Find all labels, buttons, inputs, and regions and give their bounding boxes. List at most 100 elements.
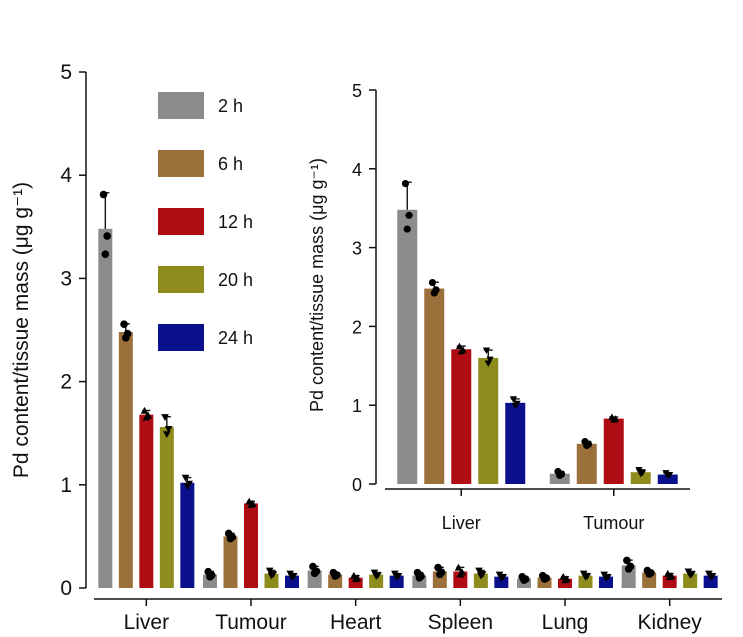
main-data-point [542,574,551,582]
main-x-tick-label: Tumour [215,611,287,634]
main-x-tick-label: Liver [124,611,170,634]
inset-data-point [455,342,464,350]
inset-y-tick-label: 3 [352,239,362,259]
main-y-tick-label: 4 [60,164,72,187]
inset-data-point [403,225,411,233]
main-data-point [522,575,530,583]
inset-data-point [509,396,518,403]
main-data-point [208,571,216,580]
main-bar [118,332,133,588]
main-y-tick-label: 1 [60,474,72,497]
main-bar [307,570,322,588]
inset-data-point [584,440,593,448]
main-data-point [688,570,696,578]
legend-swatch [158,324,204,351]
inset-data-point [513,400,521,408]
inset-y-axis-label: Pd content/tissue mass (μg g⁻¹) [307,158,327,412]
main-data-point [99,190,108,199]
main-bar [599,576,613,588]
main-data-point [103,232,111,240]
main-data-point [478,571,487,578]
main-data-point [290,572,298,580]
main-bar [642,572,657,588]
inset-data-point [405,211,413,219]
main-data-point [394,572,403,580]
inset-data-point [432,286,440,294]
main-plot-area [98,190,718,588]
inset-data-point [557,470,566,478]
inset-bar [505,402,526,484]
main-data-point [623,556,631,565]
inset-bar [603,418,624,484]
inset-axes: 0 1 2 3 4 5 Liver Tumour [352,81,690,533]
main-bar [180,482,195,588]
main-bar [621,565,636,588]
main-data-point [454,563,463,571]
main-bar [683,573,698,588]
main-bar [369,574,384,588]
main-bar [558,578,572,588]
main-bar [389,575,404,588]
main-x-tick-label: Spleen [428,611,493,634]
main-bar [494,576,509,588]
main-data-point [333,571,341,579]
main-data-point [312,567,321,576]
inset-y-tick-label: 2 [352,317,362,337]
main-x-tick-label: Heart [330,611,382,634]
inset-x-tick-label: Liver [442,513,481,533]
inset-data-point [635,467,643,474]
inset-data-point [401,179,410,188]
legend-swatch [158,92,204,119]
main-bar [159,427,174,588]
inset-data-point [459,346,467,353]
main-bar [244,503,258,588]
inset-bar [478,357,499,484]
inset-y-tick-label: 4 [352,160,362,180]
main-data-point [374,571,382,579]
inset-bar [657,474,678,484]
main-data-point [458,568,466,576]
inset-data-point [611,415,620,422]
main-data-point [140,406,149,414]
main-data-point [163,431,171,439]
main-data-point [563,575,571,583]
legend: 2 h 6 h 12 h 20 h 24 h [158,92,253,351]
legend-swatch [158,150,204,177]
main-bar [285,575,299,588]
legend-label: 20 h [218,270,253,290]
legend-label: 2 h [218,96,243,116]
main-bar [223,536,238,588]
main-data-point [228,533,237,541]
main-data-point [185,480,193,488]
legend-swatch [158,208,204,235]
inset-bar [397,209,418,484]
inset-data-point [428,278,437,287]
main-y-tick-label: 5 [60,61,72,84]
main-y-tick-label: 3 [60,267,72,290]
inset-bar [576,443,597,484]
main-bar [703,575,718,588]
main-data-point [499,574,507,581]
inset-x-tick-label: Tumour [583,513,644,533]
main-bar [453,571,468,588]
main-data-point [161,414,169,422]
main-x-tick-label: Lung [542,611,589,634]
main-data-point [647,569,655,577]
main-data-point [667,572,676,580]
main-data-point [604,574,612,581]
main-data-point [708,572,717,580]
main-data-point [475,567,483,575]
main-bar [578,575,593,588]
main-x-tick-label: Kidney [638,611,703,634]
main-data-point [417,572,425,581]
main-data-point [120,320,128,329]
legend-swatch [158,266,204,293]
inset-data-point [638,469,647,477]
main-y-tick-label: 0 [60,577,72,600]
inset-y-tick-label: 0 [352,475,362,495]
main-data-point [626,562,635,571]
inset-data-point [486,356,494,364]
main-data-point [269,571,278,578]
inset-data-point [665,471,674,479]
